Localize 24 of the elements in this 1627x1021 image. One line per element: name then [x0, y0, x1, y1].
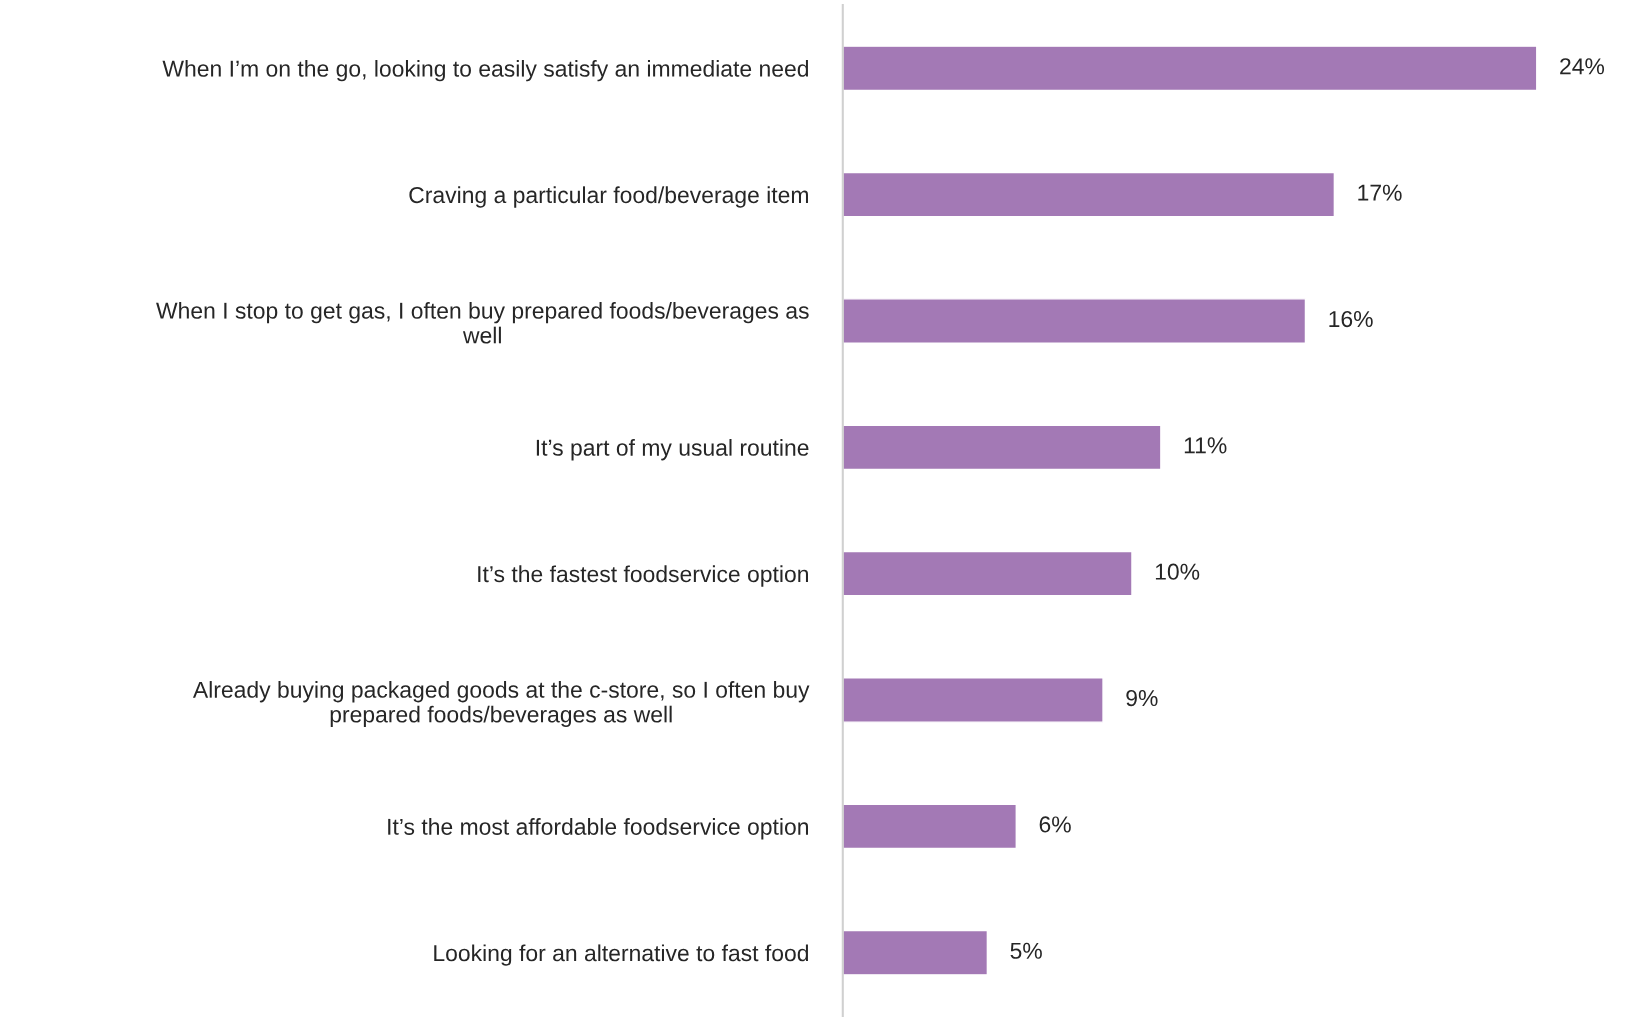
- y-tick-label: When I stop to get gas, I often buy prepared foods/beverages as well: [156, 301, 809, 344]
- bar: [842, 298, 1307, 344]
- y-tick-label: Looking for an alternative to fast food: [434, 944, 809, 966]
- bar: [842, 929, 989, 976]
- data-label: 6%: [1039, 816, 1071, 833]
- bar: [842, 677, 1104, 723]
- y-tick-label: When I’m on the go, looking to easily satisfy an immediate need: [162, 59, 809, 82]
- y-tick-label: Already buying packaged goods at the c-store, so I often buy prepared foods/beverages as well: [192, 681, 810, 728]
- bar: [842, 424, 1162, 471]
- bar: [842, 45, 1538, 92]
- data-label: 11%: [1184, 437, 1227, 454]
- y-tick-label: Craving a particular food/beverage item: [409, 186, 808, 208]
- data-label: 17%: [1358, 184, 1402, 201]
- y-tick-label: It’s the most affordable foodservice option: [388, 818, 808, 840]
- bar: [842, 550, 1133, 597]
- data-label: 16%: [1329, 310, 1373, 328]
- y-tick-label: It’s part of my usual routine: [536, 439, 809, 461]
- bar: [842, 803, 1017, 850]
- data-label: 5%: [1010, 942, 1042, 959]
- bar: [842, 171, 1336, 218]
- data-label: 10%: [1155, 563, 1200, 580]
- y-tick-label: It’s the fastest foodservice option: [478, 565, 808, 587]
- data-label: 9%: [1126, 689, 1158, 707]
- data-label: 24%: [1560, 58, 1605, 75]
